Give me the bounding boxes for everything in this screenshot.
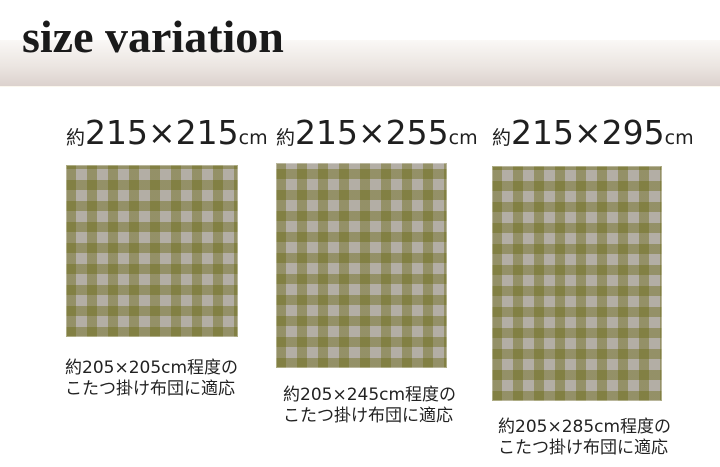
size-label-dimensions: 215×255 <box>295 113 449 152</box>
caption: 約205×245cm程度の こたつ掛け布団に適応 <box>283 385 456 427</box>
caption-line-1: 約205×285cm程度の <box>498 417 672 437</box>
page-title: size variation <box>22 11 284 62</box>
caption-line-1: 約205×245cm程度の <box>283 385 457 405</box>
caption: 約205×205cm程度の こたつ掛け布団に適応 <box>65 358 238 400</box>
header-gradient-band <box>0 40 720 87</box>
size-label-prefix: 約 <box>276 127 296 149</box>
caption-line-2: こたつ掛け布団に適応 <box>498 438 668 458</box>
size-label-unit: cm <box>238 127 268 149</box>
size-label-unit: cm <box>448 127 478 149</box>
size-label-prefix: 約 <box>492 127 512 149</box>
caption-line-1: 約205×205cm程度の <box>65 358 239 378</box>
size-label-prefix: 約 <box>66 127 86 149</box>
rug-swatch-215x295 <box>492 166 662 401</box>
size-label-dimensions: 215×295 <box>511 113 665 152</box>
size-label: 約215×295cm <box>492 113 694 152</box>
rug-swatch-215x215 <box>66 165 238 337</box>
size-label: 約215×215cm <box>66 113 268 152</box>
size-label: 約215×255cm <box>276 113 478 152</box>
caption-line-2: こたつ掛け布団に適応 <box>283 406 453 426</box>
caption-line-2: こたつ掛け布団に適応 <box>65 379 235 399</box>
size-label-unit: cm <box>664 127 694 149</box>
caption: 約205×285cm程度の こたつ掛け布団に適応 <box>498 417 671 459</box>
rug-swatch-215x255 <box>276 163 447 368</box>
size-label-dimensions: 215×215 <box>85 113 239 152</box>
